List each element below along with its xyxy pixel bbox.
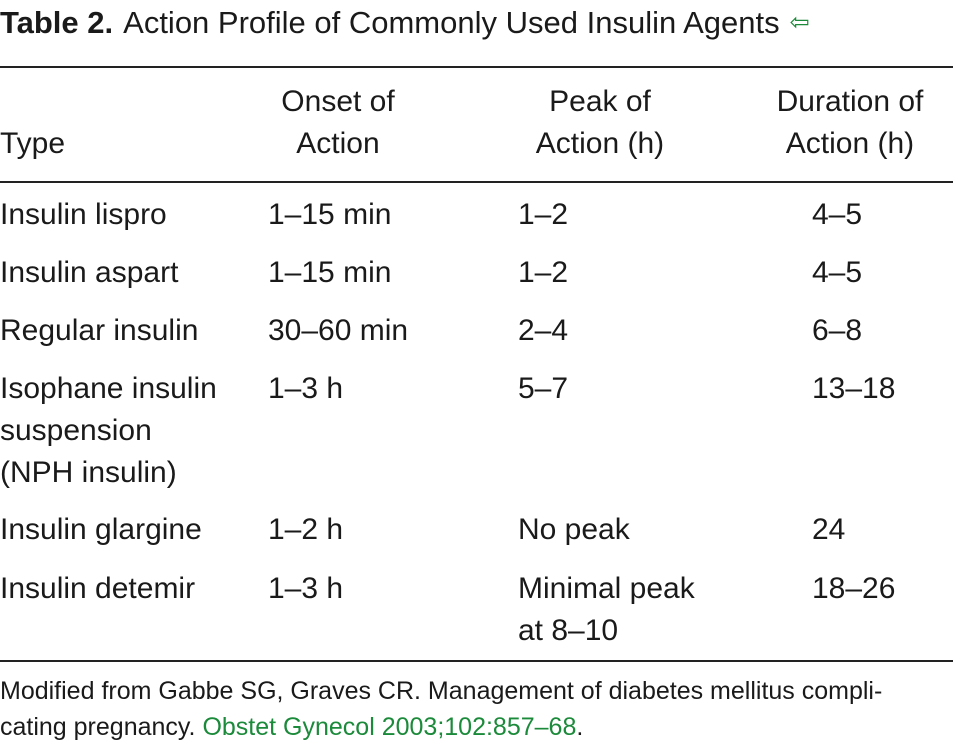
row-lispro-onset: 1–15 min: [268, 198, 392, 231]
row-regular-type: Regular insulin: [0, 314, 199, 347]
row-detemir-peak: Minimal peak at 8–10: [518, 572, 695, 647]
table-title-text: Action Profile of Commonly Used Insulin …: [123, 5, 780, 40]
header-onset: Onset of Action: [281, 85, 395, 160]
footnote-period: .: [576, 713, 584, 741]
row-nph-onset: 1–3 h: [268, 372, 344, 405]
row-detemir-duration: 18–26: [812, 572, 896, 605]
row-regular-onset: 30–60 min: [268, 314, 409, 347]
table-title: Table 2. Action Profile of Commonly Used…: [0, 0, 953, 46]
row-aspart-type: Insulin aspart: [0, 256, 179, 289]
header-type: Type: [0, 127, 66, 160]
row-nph-duration: 13–18: [812, 372, 896, 405]
row-glargine-onset: 1–2 h: [268, 513, 344, 546]
back-arrow-icon[interactable]: ⇦: [789, 9, 810, 36]
top-rule: [0, 66, 953, 68]
row-regular-duration: 6–8: [812, 314, 863, 347]
row-nph-peak: 5–7: [518, 372, 569, 405]
row-aspart-duration: 4–5: [812, 256, 863, 289]
row-glargine-type: Insulin glargine: [0, 513, 202, 546]
row-lispro-type: Insulin lispro: [0, 198, 167, 231]
bottom-rule: [0, 660, 953, 662]
header-duration: Duration of Action (h): [776, 85, 924, 160]
row-lispro-peak: 1–2: [518, 198, 569, 231]
row-glargine-duration: 24: [812, 513, 846, 546]
row-aspart-onset: 1–15 min: [268, 256, 392, 289]
row-glargine-peak: No peak: [518, 513, 630, 546]
table-footnote: Modified from Gabbe SG, Graves CR. Manag…: [0, 673, 953, 745]
row-lispro-duration: 4–5: [812, 198, 863, 231]
table-title-label: Table 2.: [0, 5, 114, 40]
row-detemir-type: Insulin detemir: [0, 572, 196, 605]
footnote-text: Modified from Gabbe SG, Graves CR. Manag…: [0, 677, 883, 741]
row-detemir-onset: 1–3 h: [268, 572, 344, 605]
row-aspart-peak: 1–2: [518, 256, 569, 289]
row-regular-peak: 2–4: [518, 314, 569, 347]
row-nph-type: Isophane insulin suspension (NPH insulin…: [0, 372, 217, 489]
citation-link[interactable]: Obstet Gynecol 2003;102:857–68: [202, 713, 577, 741]
header-peak: Peak of Action (h): [535, 85, 665, 160]
header-rule: [0, 181, 953, 183]
